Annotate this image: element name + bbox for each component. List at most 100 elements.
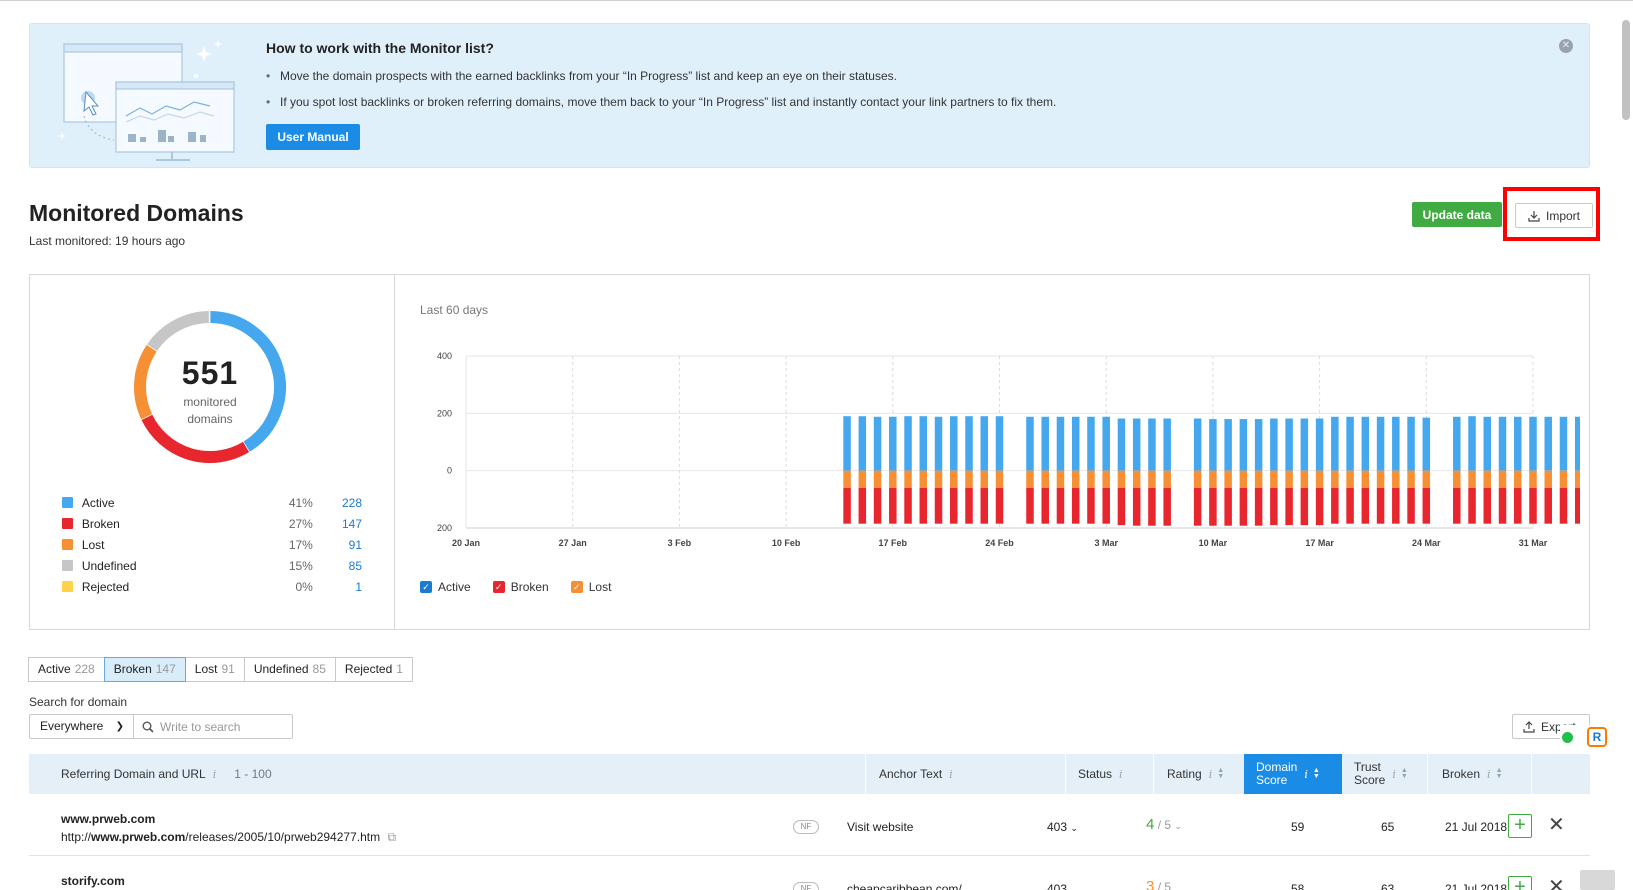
col-broken[interactable]: Broken i ▲ ▼: [1442, 754, 1522, 794]
rating[interactable]: 4 / 5 ⌄: [1146, 816, 1182, 833]
add-icon[interactable]: +: [1508, 814, 1532, 838]
tab-label: Rejected: [344, 662, 393, 676]
bar-broken: [904, 487, 912, 524]
referring-domain[interactable]: www.prweb.com: [61, 812, 156, 826]
bar-lost: [1574, 470, 1580, 488]
feedback-icon[interactable]: [1580, 870, 1615, 890]
bar-lost: [950, 470, 958, 488]
referring-url[interactable]: http://www.prweb.com/releases/2005/10/pr…: [61, 830, 397, 844]
tab-label: Undefined: [253, 662, 309, 676]
bar-broken: [980, 487, 989, 524]
col-rating[interactable]: Rating i ▲ ▼: [1167, 754, 1242, 794]
banner-bullet: Move the domain prospects with the earne…: [266, 68, 1056, 94]
bar-broken: [1056, 487, 1065, 524]
external-link-icon[interactable]: ⧉: [387, 830, 397, 844]
bar-lost: [1514, 470, 1522, 488]
legend-toggle-lost[interactable]: ✓ Lost: [570, 580, 611, 594]
legend-percent: 27%: [288, 516, 313, 531]
bar-lost: [1453, 470, 1461, 488]
col-separator: [1153, 754, 1154, 794]
info-icon[interactable]: i: [1487, 767, 1491, 781]
update-data-button[interactable]: Update data: [1412, 202, 1502, 227]
legend-count[interactable]: 228: [341, 495, 362, 510]
remove-icon[interactable]: ✕: [1548, 814, 1565, 836]
bar-active: [1392, 416, 1400, 471]
bar-active: [1117, 418, 1126, 471]
donut-caption-line1: monitored: [183, 395, 237, 409]
bar-broken: [950, 487, 958, 524]
legend-count[interactable]: 91: [348, 537, 362, 552]
add-icon[interactable]: +: [1508, 876, 1532, 890]
bar-active: [934, 416, 943, 471]
donut-center: 551 monitored domains: [130, 355, 290, 428]
import-button[interactable]: Import: [1515, 203, 1593, 228]
rating[interactable]: 3 / 5: [1146, 878, 1172, 890]
col-anchor[interactable]: Anchor Text i: [879, 754, 1059, 794]
bar-active: [1346, 416, 1354, 471]
info-icon[interactable]: i: [1119, 767, 1123, 781]
tab-count: 228: [74, 662, 95, 676]
legend-toggle-active[interactable]: ✓ Active: [420, 580, 471, 594]
bar-active: [1529, 416, 1537, 471]
bar-lost: [1132, 470, 1141, 488]
tab-broken[interactable]: Broken 147: [103, 657, 186, 682]
extension-r-icon[interactable]: R: [1587, 727, 1607, 747]
banner-bullet: If you spot lost backlinks or broken ref…: [266, 94, 1056, 120]
status-code[interactable]: 403 ⌄: [1047, 820, 1078, 834]
bar-lost: [980, 470, 989, 488]
bar-lost: [1224, 470, 1232, 488]
referring-domain[interactable]: storify.com: [61, 874, 125, 888]
y-tick-label: 0: [447, 466, 452, 476]
bar-lost: [1498, 470, 1507, 488]
search-input[interactable]: [160, 718, 288, 735]
bar-active: [1422, 417, 1431, 471]
checkbox-icon: ✓: [420, 581, 432, 593]
col-domain-score[interactable]: Domain Score i ▲ ▼: [1244, 754, 1342, 794]
bar-broken: [1422, 487, 1431, 524]
tab-rejected[interactable]: Rejected 1: [334, 657, 413, 682]
search-scope-value: Everywhere: [40, 719, 104, 733]
tab-count: 85: [312, 662, 326, 676]
domain-score: 58: [1291, 882, 1305, 890]
col-trust-score[interactable]: Trust Score i ▲ ▼: [1354, 754, 1434, 794]
info-icon[interactable]: i: [212, 767, 217, 781]
bar-broken: [873, 487, 882, 524]
legend-count[interactable]: 85: [348, 558, 362, 573]
tab-undefined[interactable]: Undefined 85: [243, 657, 336, 682]
import-icon: [1528, 210, 1540, 222]
tab-active[interactable]: Active 228: [28, 657, 105, 682]
remove-icon[interactable]: ✕: [1548, 876, 1565, 890]
bar-active: [995, 416, 1004, 471]
bar-active: [950, 416, 958, 471]
chevron-down-icon: ⌄: [1070, 823, 1078, 833]
search-scope-select[interactable]: Everywhere ❯: [29, 714, 134, 739]
bar-active: [873, 416, 882, 471]
legend-count[interactable]: 147: [341, 516, 362, 531]
col-domain[interactable]: Referring Domain and URL i 1 - 100: [61, 754, 861, 794]
col-status[interactable]: Status i: [1078, 754, 1148, 794]
bar-active: [1163, 418, 1171, 471]
status-code[interactable]: 403: [1047, 882, 1068, 890]
x-tick-label: 24 Mar: [1412, 538, 1441, 548]
info-icon[interactable]: i: [1208, 767, 1213, 781]
sort-icon: ▲ ▼: [1400, 767, 1408, 780]
legend-toggle-broken[interactable]: ✓ Broken: [492, 580, 549, 594]
tab-lost[interactable]: Lost 91: [184, 657, 245, 682]
legend-count[interactable]: 1: [355, 579, 362, 594]
info-icon[interactable]: i: [1392, 767, 1396, 781]
extension-widget[interactable]: [1560, 725, 1590, 750]
bar-active: [1407, 416, 1415, 471]
scrollbar-thumb[interactable]: [1622, 20, 1630, 120]
bar-lost: [1392, 470, 1400, 488]
col-status-label: Status: [1078, 767, 1113, 781]
bar-broken: [965, 487, 973, 524]
info-icon[interactable]: i: [1304, 767, 1308, 781]
donut-slice-active: [210, 311, 286, 452]
bar-lost: [1117, 470, 1126, 488]
info-icon[interactable]: i: [949, 767, 953, 781]
close-icon[interactable]: ✕: [1559, 39, 1573, 53]
bar-broken: [1559, 487, 1568, 524]
bar-broken: [1163, 487, 1171, 526]
user-manual-button[interactable]: User Manual: [266, 124, 360, 150]
bar-active: [858, 416, 867, 471]
